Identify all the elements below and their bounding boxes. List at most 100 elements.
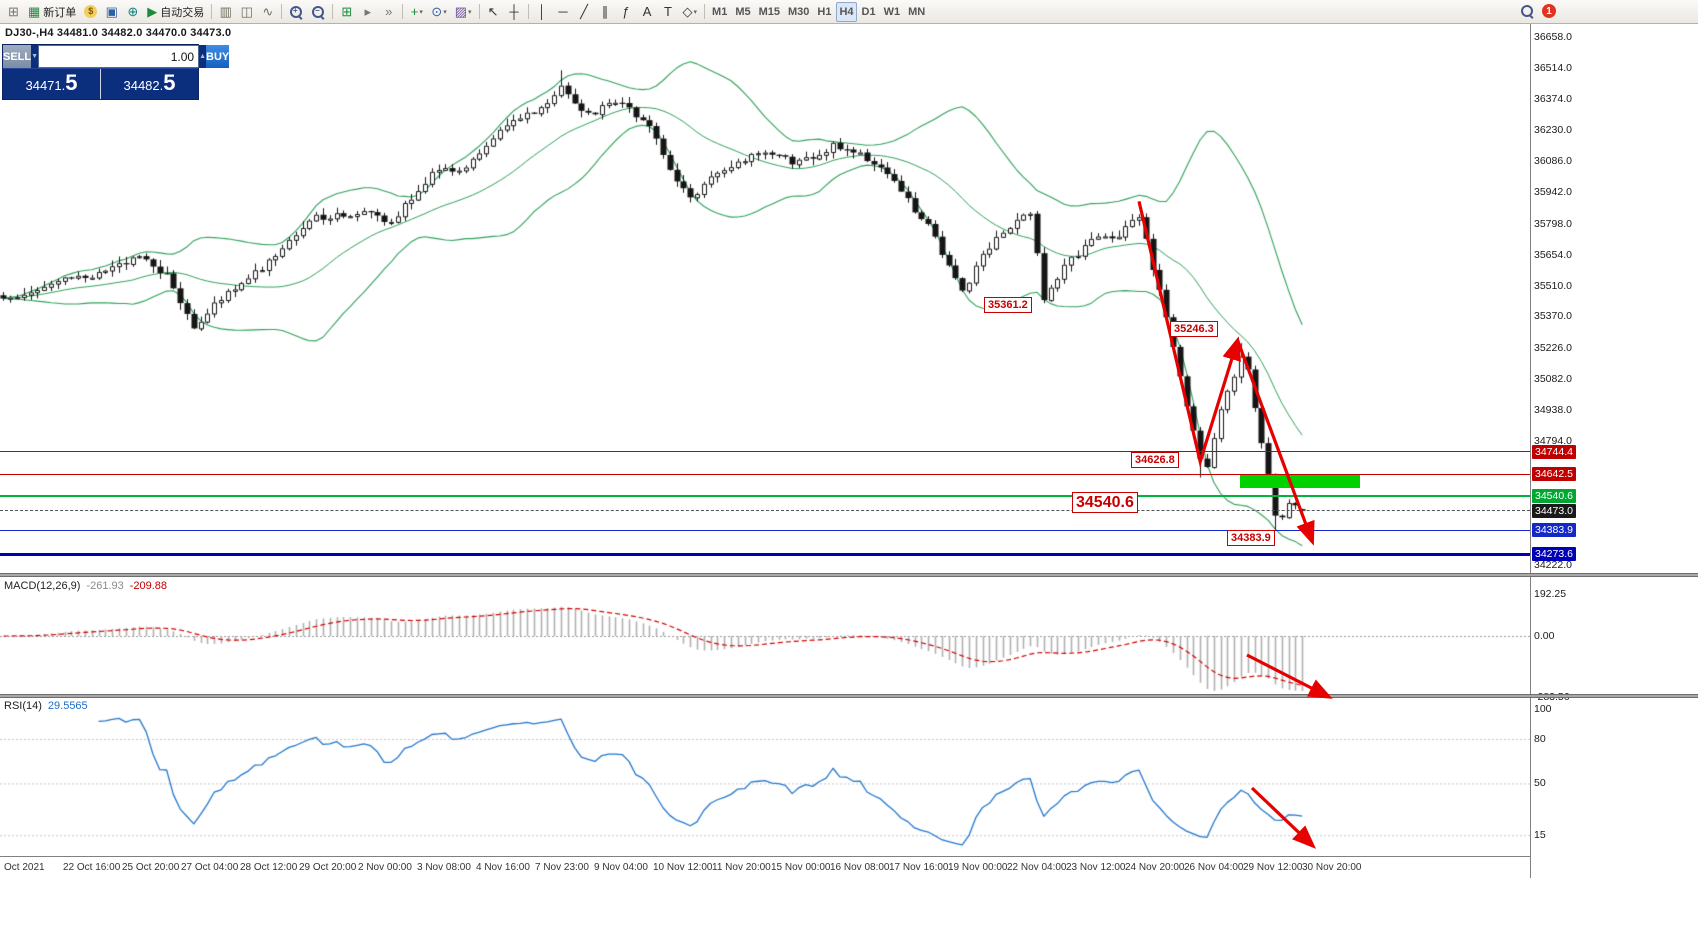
- price-annotation: 34383.9: [1227, 530, 1275, 546]
- tf-m30-label: M30: [788, 5, 810, 18]
- auto-scroll-icon[interactable]: ▸: [358, 2, 377, 22]
- tf-w1-label: W1: [883, 5, 901, 18]
- terminal-windows-icon[interactable]: ⊞: [4, 2, 23, 22]
- sell-options-caret-icon[interactable]: ▼: [31, 45, 39, 68]
- marketwatch-icon[interactable]: ▣: [102, 2, 121, 22]
- time-axis[interactable]: Oct 2021 22 Oct 16:00 25 Oct 20:00 27 Oct 0…: [0, 856, 1530, 878]
- zoom-out-icon: −: [311, 5, 325, 19]
- bar-chart-icon: ▥: [219, 4, 232, 19]
- autotrading-button-label: 自动交易: [160, 6, 205, 19]
- tile-windows-icon[interactable]: ⊞: [337, 2, 356, 22]
- vertical-line-icon: │: [537, 4, 547, 19]
- trendline-icon[interactable]: ╱: [575, 2, 594, 22]
- buy-price-fraction: 5: [163, 70, 176, 95]
- search-icon[interactable]: [1520, 4, 1534, 18]
- price-annotation: 35246.3: [1170, 321, 1218, 337]
- crosshair-icon[interactable]: ┼: [505, 2, 524, 22]
- channel-icon[interactable]: ∥: [596, 2, 615, 22]
- price-axis-marked-label: 34473.0: [1532, 504, 1576, 518]
- horizontal-line-icon[interactable]: ─: [554, 2, 573, 22]
- time-axis-label: 26 Nov 04:00: [1184, 862, 1244, 873]
- rsi-title: RSI(14): [4, 700, 42, 712]
- price-axis-label: 36374.0: [1534, 93, 1572, 105]
- webterminal-icon: ⊕: [127, 4, 139, 19]
- price-axis-marked-label: 34383.9: [1532, 523, 1576, 537]
- time-axis-label: 22 Nov 04:00: [1007, 862, 1067, 873]
- text-icon[interactable]: A: [638, 2, 657, 22]
- cursor-icon[interactable]: ↖: [484, 2, 503, 22]
- periods-icon[interactable]: ⊙ ▾: [428, 2, 449, 22]
- price-axis-marked-label: 34642.5: [1532, 467, 1576, 481]
- tf-m15[interactable]: M15: [756, 2, 783, 22]
- fibonacci-icon: ƒ: [622, 4, 630, 19]
- time-axis-label: 3 Nov 08:00: [417, 862, 471, 873]
- volume-input[interactable]: [38, 45, 200, 68]
- rsi-label: RSI(14) 29.5565: [4, 700, 88, 712]
- buy-price-main: 34482.: [123, 78, 164, 93]
- webterminal-icon[interactable]: ⊕: [123, 2, 142, 22]
- zoom-in-icon: +: [289, 5, 303, 19]
- price-axis-label: 35226.0: [1534, 342, 1572, 354]
- hline-34642.5[interactable]: [0, 474, 1530, 475]
- time-axis-label: 7 Nov 23:00: [535, 862, 589, 873]
- tf-mn[interactable]: MN: [905, 2, 928, 22]
- tf-w1[interactable]: W1: [881, 2, 904, 22]
- tf-h1[interactable]: H1: [814, 2, 834, 22]
- shapes-icon-caret-icon: ▾: [693, 8, 698, 16]
- chart-shift-icon[interactable]: »: [379, 2, 398, 22]
- candlestick-chart-icon: ◫: [240, 4, 253, 19]
- templates-icon: ▨: [454, 4, 468, 19]
- support-zone-rect[interactable]: [1240, 475, 1360, 488]
- sell-button[interactable]: SELL: [3, 45, 32, 68]
- bar-chart-icon[interactable]: ▥: [216, 2, 235, 22]
- tf-m5[interactable]: M5: [732, 2, 753, 22]
- macd-panel-divider[interactable]: [0, 573, 1698, 577]
- volume-spinner-icon[interactable]: ▲: [199, 45, 206, 68]
- time-axis-label: 28 Oct 12:00: [240, 862, 298, 873]
- main-chart-canvas[interactable]: [0, 0, 1530, 856]
- templates-icon[interactable]: ▨ ▾: [452, 2, 475, 22]
- hline-34383.9[interactable]: [0, 530, 1530, 531]
- price-axis[interactable]: 36658.0 36514.0 36374.0 36230.0 36086.0 35942…: [1530, 0, 1698, 878]
- buy-button[interactable]: BUY: [206, 45, 230, 68]
- buy-price[interactable]: 34482. 5: [101, 69, 198, 99]
- candlestick-chart-icon[interactable]: ◫: [237, 2, 256, 22]
- tf-h4[interactable]: H4: [836, 1, 857, 22]
- fibonacci-icon[interactable]: ƒ: [617, 2, 636, 22]
- vertical-line-icon[interactable]: │: [533, 2, 552, 22]
- shapes-icon: ◇: [682, 4, 693, 19]
- hline-34744.4[interactable]: [0, 451, 1530, 452]
- price-axis-marked-label: 34273.6: [1532, 547, 1576, 561]
- time-axis-label: 27 Oct 04:00: [181, 862, 239, 873]
- label-icon[interactable]: T: [659, 2, 678, 22]
- tf-h4-label: H4: [839, 5, 854, 18]
- rsi-panel-divider[interactable]: [0, 694, 1698, 698]
- tf-m30[interactable]: M30: [785, 2, 812, 22]
- notification-badge[interactable]: 1: [1542, 4, 1556, 18]
- hline-34473[interactable]: [0, 510, 1530, 511]
- hline-34273.6[interactable]: [0, 553, 1530, 556]
- toolbar-separator: [402, 4, 404, 19]
- tf-m1[interactable]: M1: [709, 2, 730, 22]
- new-order-button[interactable]: ▦ 新订单: [25, 2, 79, 22]
- zoom-in-icon[interactable]: +: [286, 2, 306, 22]
- time-axis-label: 16 Nov 08:00: [830, 862, 890, 873]
- price-axis-label: 80: [1534, 733, 1546, 745]
- line-chart-icon[interactable]: ∿: [258, 2, 277, 22]
- autotrading-button[interactable]: ▶ 自动交易: [144, 2, 207, 22]
- time-axis-label: 22 Oct 16:00: [63, 862, 121, 873]
- tf-d1[interactable]: D1: [859, 2, 879, 22]
- price-axis-marked-label: 34540.6: [1532, 489, 1576, 503]
- hline-34540.6[interactable]: [0, 495, 1530, 497]
- horizontal-line-icon: ─: [558, 4, 568, 19]
- tf-m5-label: M5: [735, 5, 751, 18]
- toolbar-separator: [478, 4, 480, 19]
- indicators-icon[interactable]: + ▾: [407, 2, 426, 22]
- zoom-out-icon[interactable]: −: [308, 2, 328, 22]
- new-order-button-label: 新订单: [43, 6, 77, 19]
- price-axis-label: 35510.0: [1534, 280, 1572, 292]
- sell-price[interactable]: 34471. 5: [3, 69, 101, 99]
- deposit-icon[interactable]: $: [81, 2, 100, 22]
- sell-price-main: 34471.: [25, 78, 66, 93]
- shapes-icon[interactable]: ◇ ▾: [680, 2, 701, 22]
